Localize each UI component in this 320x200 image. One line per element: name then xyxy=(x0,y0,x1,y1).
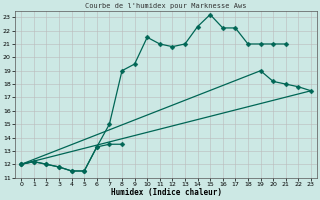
X-axis label: Humidex (Indice chaleur): Humidex (Indice chaleur) xyxy=(111,188,221,197)
Title: Courbe de l'humidex pour Marknesse Aws: Courbe de l'humidex pour Marknesse Aws xyxy=(85,3,247,9)
